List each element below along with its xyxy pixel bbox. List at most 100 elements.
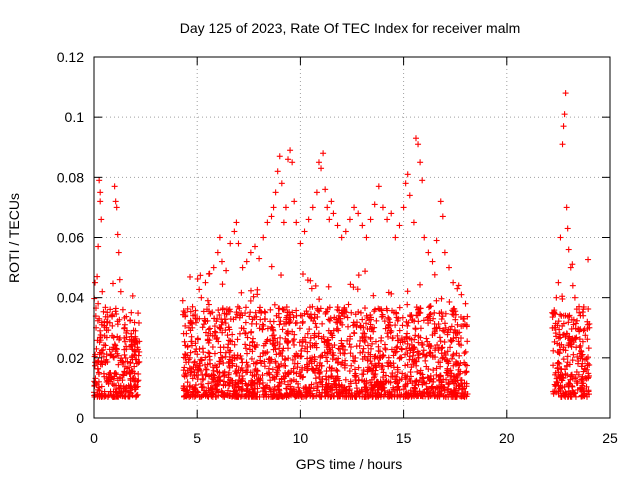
data-point [447, 344, 454, 351]
data-point [227, 338, 234, 345]
data-point [99, 393, 106, 400]
data-point [425, 249, 432, 256]
data-point [300, 393, 307, 400]
data-point [329, 332, 336, 339]
data-point [296, 368, 303, 375]
data-point [350, 284, 357, 291]
data-point [101, 341, 108, 348]
y-tick-label: 0 [76, 410, 84, 426]
data-point [192, 348, 199, 355]
data-point [382, 346, 389, 353]
data-point [437, 338, 444, 345]
data-point [266, 360, 273, 367]
data-point [390, 352, 397, 359]
data-point [264, 325, 271, 332]
data-point [298, 353, 305, 360]
data-point [98, 319, 105, 326]
data-point [412, 332, 419, 339]
data-point [208, 379, 215, 386]
data-point [219, 281, 226, 288]
data-point [238, 364, 245, 371]
data-point [335, 327, 342, 334]
data-point [296, 325, 303, 332]
data-point [109, 322, 116, 329]
data-point [244, 363, 251, 370]
data-point [202, 366, 209, 373]
data-point [407, 369, 414, 376]
data-point [370, 292, 377, 299]
data-point [114, 333, 121, 340]
data-point [114, 321, 121, 328]
data-point [234, 352, 241, 359]
x-tick-label: 10 [293, 430, 309, 446]
data-point [404, 301, 411, 308]
data-point [225, 307, 232, 314]
data-point [571, 294, 578, 301]
data-point [434, 341, 441, 348]
data-point [218, 354, 225, 361]
data-point [367, 335, 374, 342]
data-point [303, 308, 310, 315]
data-point [249, 382, 256, 389]
data-point [242, 329, 249, 336]
data-point [115, 361, 122, 368]
data-point [315, 367, 322, 374]
data-point [315, 159, 322, 166]
data-point [435, 345, 442, 352]
data-point [200, 384, 207, 391]
data-point [202, 279, 209, 286]
data-point [367, 379, 374, 386]
data-point [326, 317, 333, 324]
data-point [208, 372, 215, 379]
data-point [98, 383, 105, 390]
data-point [326, 346, 333, 353]
data-point [126, 383, 133, 390]
data-point [197, 367, 204, 374]
data-point [318, 165, 325, 172]
data-point [424, 316, 431, 323]
data-point [557, 234, 564, 241]
data-point [307, 339, 314, 346]
data-point [309, 366, 316, 373]
data-point [369, 389, 376, 396]
data-point [280, 219, 287, 226]
data-point [96, 371, 103, 378]
data-point [205, 339, 212, 346]
data-point [368, 382, 375, 389]
data-point [111, 341, 118, 348]
data-point [227, 316, 234, 323]
data-point [454, 321, 461, 328]
data-point [385, 314, 392, 321]
data-point [182, 342, 189, 349]
data-point [104, 309, 111, 316]
data-point [404, 288, 411, 295]
data-point [461, 350, 468, 357]
data-point [108, 312, 115, 319]
data-point [123, 313, 130, 320]
data-point [289, 159, 296, 166]
data-point [235, 377, 242, 384]
data-point [274, 393, 281, 400]
data-point [331, 342, 338, 349]
data-point [449, 311, 456, 318]
data-point [372, 338, 379, 345]
data-point [287, 318, 294, 325]
data-point [132, 356, 139, 363]
data-point [342, 360, 349, 367]
data-point [453, 373, 460, 380]
data-point [263, 370, 270, 377]
data-point [417, 281, 424, 288]
data-point [287, 147, 294, 154]
data-point [216, 234, 223, 241]
data-point [106, 346, 113, 353]
data-point [342, 228, 349, 235]
data-point [135, 370, 142, 377]
data-point [234, 311, 241, 318]
data-point [218, 321, 225, 328]
data-point [324, 358, 331, 365]
data-point [351, 358, 358, 365]
data-point [285, 156, 292, 163]
data-point [238, 289, 245, 296]
data-point [267, 318, 274, 325]
data-point [183, 386, 190, 393]
